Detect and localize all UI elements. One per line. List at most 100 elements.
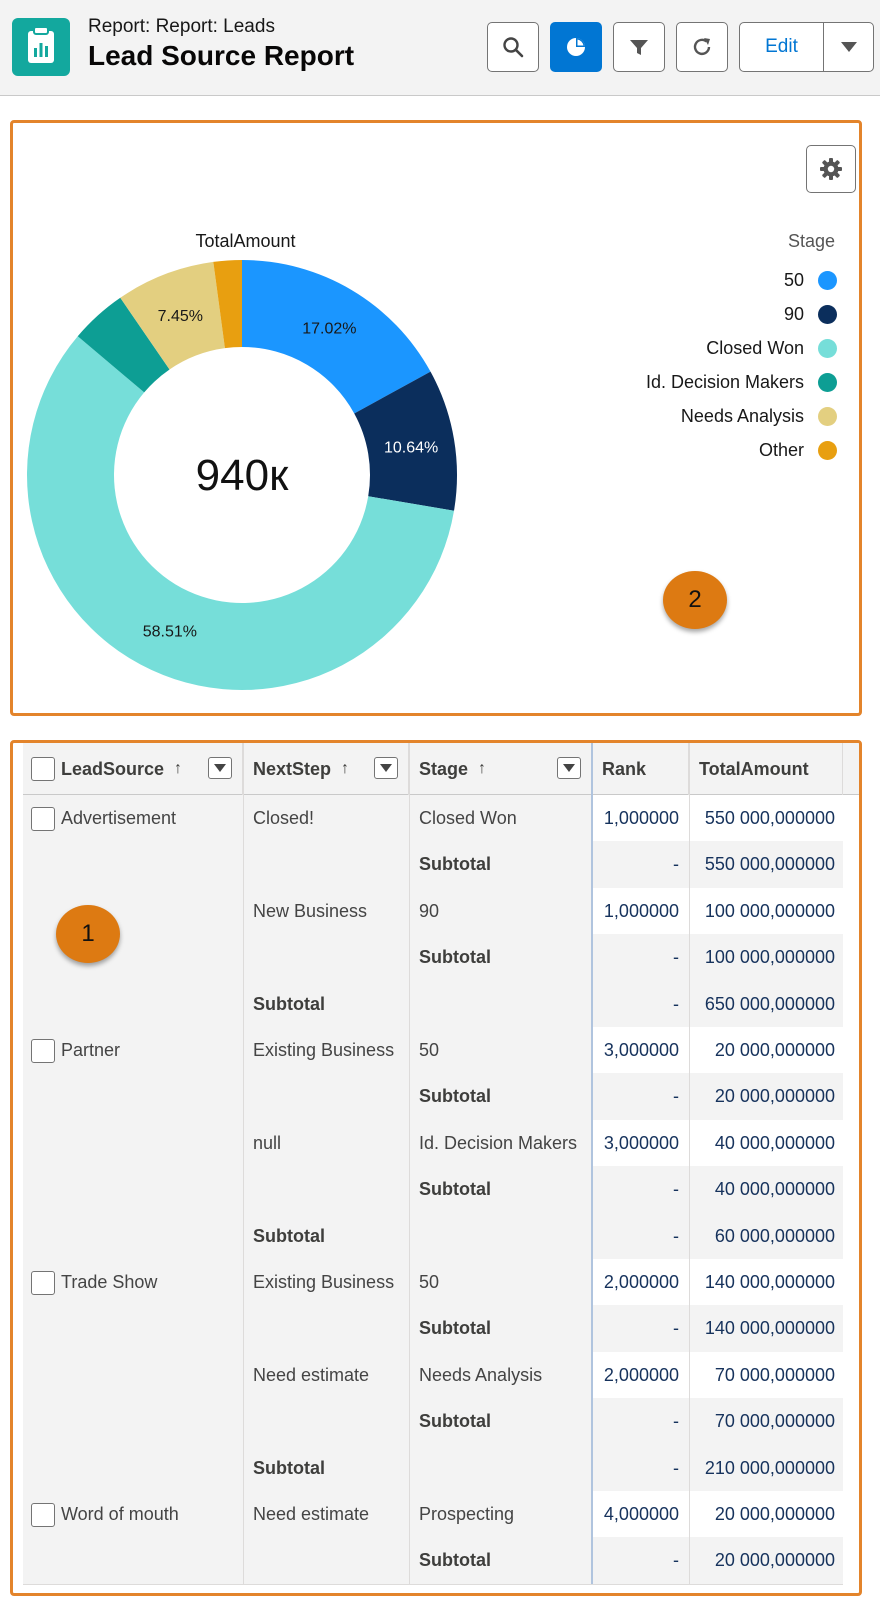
donut-slice-other[interactable]: [213, 260, 242, 349]
total-amount-cell: 40 000,000000: [714, 1132, 835, 1153]
donut-slice-90[interactable]: [354, 371, 457, 511]
lead-source-cell: Partner: [61, 1040, 121, 1060]
legend-swatch: [818, 338, 837, 358]
lead-source-cell: Word of mouth: [61, 1504, 179, 1524]
cell-background: [243, 1351, 409, 1445]
cell-background: [243, 795, 409, 888]
callout-marker-2: 2: [663, 571, 727, 629]
rank-subtotal-cell: -: [673, 1457, 679, 1478]
legend-title: Stage: [787, 231, 835, 251]
chevron-down-icon: [840, 42, 857, 52]
rank-cell: 2,000000: [603, 1272, 679, 1292]
stage-subtotal-label: Subtotal: [419, 1550, 491, 1571]
legend-item[interactable]: Needs Analysis: [646, 399, 837, 433]
row-checkbox[interactable]: [31, 807, 55, 831]
legend-item[interactable]: 50: [646, 263, 837, 297]
total-amount-cell: 140 000,000000: [704, 1272, 835, 1292]
next-step-cell: Existing Business: [253, 1040, 395, 1060]
cell-background: [409, 795, 592, 842]
legend-item[interactable]: 90: [646, 297, 837, 331]
stage-cell: Id. Decision Makers: [419, 1132, 578, 1153]
chevron-down-icon: [214, 764, 226, 772]
sort-ascending-icon[interactable]: ↑: [478, 760, 487, 777]
legend-label: Other: [758, 439, 804, 460]
column-header-nextstep[interactable]: NextStep ↑: [243, 743, 409, 795]
amount-subtotal-cell: 650 000,000000: [704, 993, 835, 1014]
legend-swatch: [818, 304, 837, 324]
column-header-label: TotalAmount: [699, 758, 809, 779]
next-step-cell: Existing Business: [253, 1272, 395, 1292]
rank-cell: 1,000000: [603, 808, 679, 828]
column-menu-button[interactable]: [557, 757, 581, 779]
sort-ascending-icon[interactable]: ↑: [174, 760, 183, 777]
amount-subtotal-cell: 100 000,000000: [704, 947, 835, 968]
legend-item[interactable]: Id. Decision Makers: [646, 365, 837, 399]
table-header-row: LeadSource ↑ NextStep ↑ Stage ↑ Rank TotalAmoun…: [23, 743, 859, 795]
column-menu-button[interactable]: [208, 757, 232, 779]
column-header-stage[interactable]: Stage ↑: [409, 743, 592, 795]
cell-background: [409, 1259, 592, 1306]
column-header-rank[interactable]: Rank: [592, 743, 689, 795]
rank-subtotal-cell: -: [673, 1179, 679, 1200]
cell-background: [409, 841, 843, 888]
cell-background: [592, 1351, 843, 1399]
sort-ascending-icon[interactable]: ↑: [341, 760, 350, 777]
row-checkbox[interactable]: [31, 1503, 55, 1527]
column-header-leadsource[interactable]: LeadSource ↑: [23, 743, 243, 795]
cell-background: [409, 1305, 843, 1352]
legend-item[interactable]: Closed Won: [646, 331, 837, 365]
donut-slice-50[interactable]: [242, 260, 431, 414]
donut-center-total: 940к: [196, 451, 289, 500]
edit-menu-button[interactable]: [824, 23, 873, 71]
stage-cell: Closed Won: [419, 808, 517, 828]
refresh-button[interactable]: [676, 22, 728, 72]
donut-slice-id-decision-makers[interactable]: [77, 297, 170, 393]
legend-swatch: [818, 372, 837, 392]
cell-background: [243, 887, 409, 981]
rank-subtotal-cell: -: [673, 1086, 679, 1107]
lead-source-subtotal-label: Subtotal: [253, 993, 325, 1014]
row-checkbox[interactable]: [31, 1039, 55, 1063]
cell-background: [409, 934, 843, 981]
next-step-cell: Closed!: [253, 808, 315, 828]
amount-subtotal-cell: 20 000,000000: [714, 1550, 835, 1571]
legend-item[interactable]: Other: [646, 433, 837, 467]
column-header-label: Rank: [602, 758, 647, 779]
next-step-cell: null: [253, 1132, 282, 1153]
rank-subtotal-cell: -: [673, 1225, 679, 1246]
rank-subtotal-cell: -: [673, 1411, 679, 1432]
donut-chart: 17.02% 10.64% 58.51% 7.45% 940к: [26, 260, 457, 690]
chart-toggle-button[interactable]: [550, 22, 602, 72]
chevron-down-icon: [563, 764, 575, 772]
total-amount-cell: 100 000,000000: [704, 900, 835, 921]
cell-background: [243, 1027, 409, 1120]
filter-button[interactable]: [613, 22, 665, 72]
report-table-panel: LeadSource ↑ NextStep ↑ Stage ↑ Rank TotalAmoun…: [10, 740, 862, 1596]
cell-background: [243, 1119, 409, 1213]
select-all-checkbox[interactable]: [31, 757, 55, 781]
column-menu-button[interactable]: [374, 757, 398, 779]
search-icon: [503, 37, 524, 58]
cell-background: [23, 1259, 243, 1491]
lead-source-subtotal-label: Subtotal: [253, 1457, 325, 1478]
donut-slice-needs-analysis[interactable]: [120, 261, 225, 370]
row-checkbox[interactable]: [31, 1271, 55, 1295]
rank-cell: 3,000000: [603, 1132, 679, 1153]
search-button[interactable]: [487, 22, 539, 72]
cell-background: [23, 1491, 243, 1584]
chart-icon: [567, 38, 585, 56]
legend-swatch: [818, 270, 837, 290]
edit-button[interactable]: Edit: [740, 23, 824, 71]
column-divider: [243, 743, 244, 1584]
legend-label: Needs Analysis: [680, 405, 804, 426]
cell-background: [243, 1212, 843, 1259]
cell-background: [23, 1027, 243, 1259]
column-header-totalamount[interactable]: TotalAmount: [689, 743, 843, 795]
page-title: Lead Source Report: [88, 40, 355, 71]
rank-cell: 4,000000: [603, 1504, 679, 1524]
lead-source-cell: Trade Show: [61, 1272, 158, 1292]
cell-background: [409, 1166, 843, 1213]
legend-label: Id. Decision Makers: [645, 371, 804, 392]
donut-slice-closed-won[interactable]: [26, 336, 455, 690]
chart-settings-button[interactable]: [806, 145, 856, 193]
